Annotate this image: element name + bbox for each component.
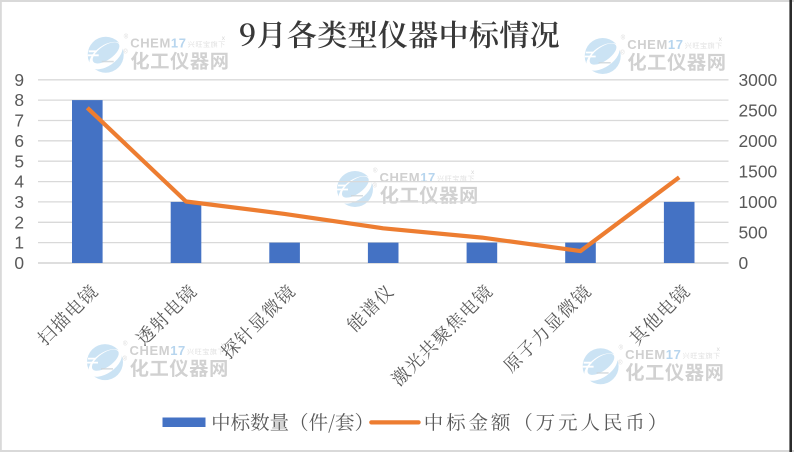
svg-text:4: 4 xyxy=(14,172,24,192)
svg-text:0: 0 xyxy=(739,253,749,273)
svg-text:2500: 2500 xyxy=(739,100,778,120)
svg-text:3: 3 xyxy=(14,192,24,212)
svg-text:1500: 1500 xyxy=(739,162,778,182)
svg-text:2000: 2000 xyxy=(739,131,778,151)
svg-text:6: 6 xyxy=(14,131,24,151)
svg-text:9: 9 xyxy=(14,70,24,90)
svg-text:1000: 1000 xyxy=(739,192,778,212)
svg-text:5: 5 xyxy=(14,151,24,171)
svg-text:1: 1 xyxy=(14,233,24,253)
svg-text:0: 0 xyxy=(14,253,24,273)
svg-text:2: 2 xyxy=(14,212,24,232)
svg-text:3000: 3000 xyxy=(739,70,778,90)
svg-text:7: 7 xyxy=(14,111,24,131)
svg-text:500: 500 xyxy=(739,223,768,243)
svg-text:8: 8 xyxy=(14,90,24,110)
